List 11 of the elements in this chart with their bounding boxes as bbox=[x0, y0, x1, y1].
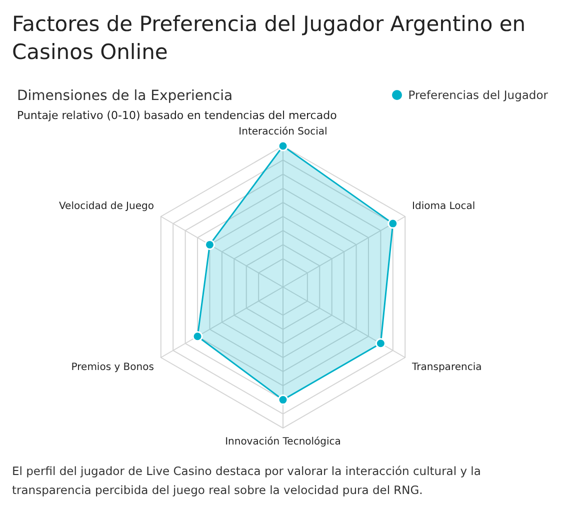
spoke-label: Idioma Local bbox=[412, 201, 476, 212]
spoke-label: Innovación Tecnológica bbox=[225, 436, 341, 448]
chart-subtitle: Dimensiones de la Experiencia bbox=[17, 88, 233, 104]
spoke-label: Velocidad de Juego bbox=[58, 201, 154, 212]
chart-title: Factores de Preferencia del Jugador Argentino en Casinos Online bbox=[12, 11, 527, 66]
spoke-label: Interacción Social bbox=[238, 126, 328, 138]
spoke-label: Premios y Bonos bbox=[71, 362, 154, 374]
text: El perfil del jugador de Live Casino destaca por valorar la interacción cultural y la transparencia percibida del juego real sobre la velocidad pura del RNG. bbox=[12, 463, 482, 499]
legend-label: Preferencias del Jugador bbox=[408, 88, 548, 102]
spoke-label: Transparencia bbox=[411, 362, 482, 374]
text: Puntaje relativo (0-10) basado en tendencias del mercado bbox=[17, 109, 337, 122]
